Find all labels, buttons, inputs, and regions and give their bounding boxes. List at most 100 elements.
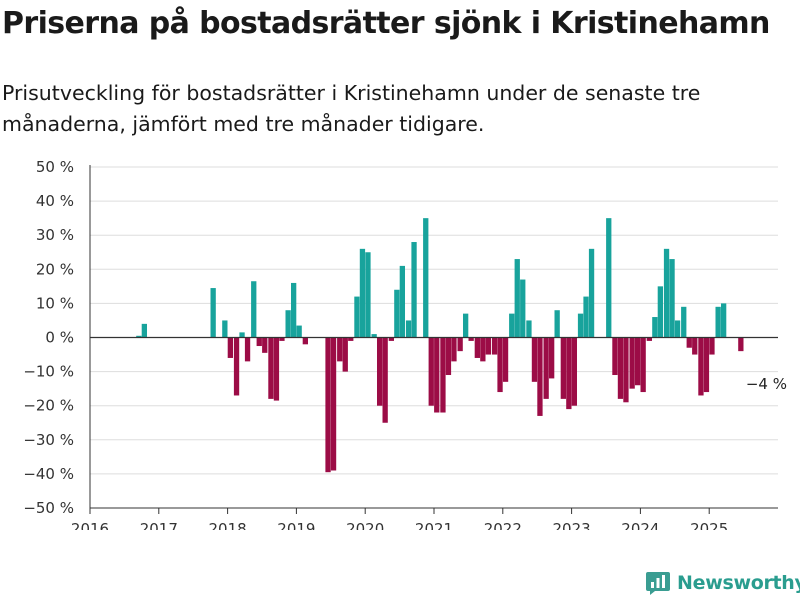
bar — [233, 337, 240, 396]
bar — [290, 282, 297, 338]
x-tick-label: 2016 — [71, 520, 109, 530]
x-tick-label: 2020 — [346, 520, 384, 530]
bar — [222, 320, 228, 338]
y-tick-label: 40 % — [36, 192, 74, 210]
bar — [227, 337, 234, 358]
bar — [640, 337, 646, 393]
bar — [474, 337, 480, 358]
bar — [634, 337, 641, 386]
bar — [652, 317, 658, 338]
bar — [273, 337, 280, 401]
bar — [428, 337, 434, 406]
axes — [89, 165, 778, 514]
bar — [337, 337, 343, 362]
bar — [468, 337, 474, 341]
newsworthy-logo: Newsworthy — [645, 568, 800, 598]
bar — [554, 310, 560, 338]
bar — [348, 337, 354, 341]
bars — [136, 218, 744, 473]
bar — [629, 337, 635, 389]
brand-name: Newsworthy — [677, 572, 800, 594]
bar — [279, 337, 285, 341]
bar — [543, 337, 549, 399]
bar — [405, 320, 412, 338]
bar — [388, 337, 394, 341]
bar — [268, 337, 274, 399]
bar — [617, 337, 624, 399]
bar — [709, 337, 715, 355]
bar — [497, 337, 503, 393]
bar — [577, 313, 584, 338]
bar — [663, 248, 670, 338]
bar — [262, 337, 268, 353]
bar — [440, 337, 446, 413]
bar — [244, 337, 251, 362]
bar — [302, 337, 308, 345]
bar — [531, 337, 538, 382]
chart-subtitle: Prisutveckling för bostadsrätter i Krist… — [2, 81, 701, 136]
bar — [365, 252, 371, 338]
annotations: −4 % — [746, 375, 787, 393]
bar — [646, 337, 652, 341]
bar — [342, 337, 348, 372]
bar — [399, 265, 406, 338]
bar — [566, 337, 572, 410]
y-tick-label: −30 % — [23, 431, 74, 449]
y-tick-label: 30 % — [36, 226, 74, 244]
bar — [686, 337, 692, 348]
bar — [612, 337, 618, 376]
bar — [669, 259, 675, 338]
bar — [491, 337, 498, 355]
y-tick-label: −10 % — [23, 363, 74, 381]
bar — [210, 288, 216, 338]
y-tick-label: 0 % — [45, 329, 74, 347]
bar — [462, 313, 469, 338]
y-tick-label: 20 % — [36, 260, 74, 278]
bar — [359, 248, 366, 338]
bar — [457, 337, 463, 352]
bar — [560, 337, 566, 399]
bar — [285, 310, 291, 338]
bar — [692, 337, 698, 355]
bar — [136, 335, 142, 338]
bar — [681, 306, 687, 338]
bar — [376, 337, 383, 406]
bar — [330, 337, 337, 471]
bar — [703, 337, 710, 393]
bar — [583, 296, 589, 338]
bar — [509, 313, 515, 338]
y-tick-labels: 50 % 40 % 30 % 20 % 10 % 0 % −10 % −20 % −30 % −4… — [23, 158, 74, 517]
bar — [606, 218, 612, 338]
bar — [239, 332, 245, 338]
bar — [623, 337, 629, 403]
bar — [451, 337, 457, 362]
last-value-label: −4 % — [746, 375, 787, 393]
bar-chart: 50 % 40 % 30 % 20 % 10 % 0 % −10 % −20 % −30 % −4… — [23, 158, 787, 530]
bar — [738, 337, 744, 352]
x-tick-label: 2024 — [621, 520, 659, 530]
bar — [296, 325, 302, 338]
bar — [141, 323, 148, 338]
x-tick-label: 2023 — [553, 520, 591, 530]
y-tick-label: −40 % — [23, 465, 74, 483]
bar — [423, 218, 429, 338]
bar — [325, 337, 331, 473]
bar — [720, 303, 727, 338]
bar — [674, 320, 681, 338]
bar — [445, 337, 452, 376]
x-tick-label: 2025 — [690, 520, 728, 530]
bar — [382, 337, 388, 423]
y-tick-label: 10 % — [36, 294, 74, 312]
bar — [657, 286, 664, 338]
y-tick-label: −50 % — [23, 499, 74, 517]
y-tick-label: −20 % — [23, 397, 74, 415]
bar — [526, 320, 532, 338]
bar — [485, 337, 492, 355]
newsworthy-logo-icon — [646, 572, 670, 595]
bar — [480, 337, 486, 362]
bar — [434, 337, 440, 413]
x-tick-label: 2021 — [415, 520, 453, 530]
bar — [394, 289, 400, 338]
bar — [256, 337, 262, 347]
bar — [548, 337, 555, 379]
